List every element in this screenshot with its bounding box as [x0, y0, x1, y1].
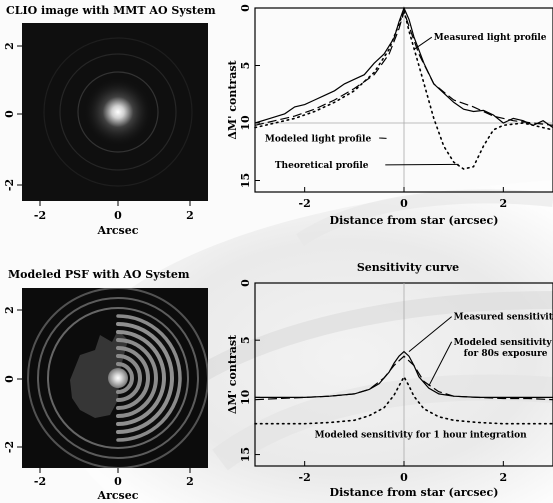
profile-annotation-0: Measured light profile — [434, 33, 547, 43]
profile-ylabel: ΔM' contrast — [226, 59, 239, 139]
sensitivity-annotation-2: for 80s exposure — [464, 349, 548, 359]
sensitivity-ytick-label: 5 — [239, 336, 252, 344]
sensitivity-ytick-label: 10 — [239, 389, 252, 405]
profile-xtick-label: 0 — [400, 197, 408, 210]
psf-xtick: -2 — [34, 475, 46, 488]
sensitivity-ytick-label: 15 — [239, 447, 252, 462]
profile-xtick-label: -2 — [299, 197, 311, 210]
clio-xlabel: Arcsec — [97, 224, 139, 237]
profile-ytick-label: 15 — [239, 173, 252, 188]
profile-annotation-2: Theoretical profile — [275, 161, 369, 171]
clio-ytick: 0 — [3, 110, 16, 118]
sensitivity-series-1-line — [254, 355, 553, 401]
clio-panel-title: CLIO image with MMT AO System — [6, 4, 216, 17]
psf-xtick: 2 — [186, 475, 194, 488]
sensitivity-ylabel: ΔM' contrast — [226, 334, 239, 414]
psf-rings — [27, 288, 208, 468]
psf-xlabel: Arcsec — [97, 489, 139, 502]
sensitivity-series-2-line — [254, 375, 553, 425]
profile-ytick-label: 0 — [239, 4, 252, 12]
clio-rings — [43, 37, 193, 187]
sensitivity-annotation-0-pointer — [408, 316, 452, 353]
profile-series-2-line — [254, 7, 553, 170]
psf-ytick: 0 — [3, 375, 16, 383]
psf-halo — [70, 330, 128, 418]
clio-xtick: 2 — [186, 209, 194, 222]
profile-annotation-1: Modeled light profile — [265, 134, 372, 144]
sensitivity-annotation-1: Modeled sensitivity — [454, 338, 553, 348]
sensitivity-chart-title: Sensitivity curve — [357, 261, 459, 274]
profile-xlabel: Distance from star (arcsec) — [330, 214, 499, 227]
sensitivity-annotation-1-pointer — [428, 341, 453, 387]
sensitivity-xtick-label: 2 — [500, 471, 508, 484]
psf-star — [108, 368, 128, 388]
clio-star — [84, 78, 152, 146]
sensitivity-xtick-label: 0 — [400, 471, 408, 484]
sensitivity-xtick-label: -2 — [299, 471, 311, 484]
sensitivity-annotation-0: Measured sensitivity — [454, 313, 553, 323]
clio-image-panel: -2 0 2 2 0 -2 Arcsec — [3, 23, 208, 237]
psf-xtick: 0 — [114, 475, 122, 488]
profile-ytick-label: 10 — [239, 115, 252, 131]
psf-panel-title: Modeled PSF with AO System — [8, 268, 190, 281]
psf-ytick: 2 — [3, 306, 16, 314]
psf-image-panel: -2 0 2 2 0 -2 Arcsec — [3, 288, 208, 502]
clio-ytick: -2 — [3, 179, 16, 191]
profile-ytick-label: 5 — [239, 62, 252, 70]
sensitivity-annotation-3: Modeled sensitivity for 1 hour integrati… — [315, 430, 528, 440]
profile-xtick-label: 2 — [500, 197, 508, 210]
clio-xtick: -2 — [34, 209, 46, 222]
sensitivity-xlabel: Distance from star (arcsec) — [330, 486, 499, 499]
clio-xtick: 0 — [114, 209, 122, 222]
psf-ytick: -2 — [3, 441, 16, 453]
profile-series-0-line — [254, 6, 553, 129]
clio-ytick: 2 — [3, 42, 16, 50]
sensitivity-ytick-label: 0 — [239, 279, 252, 287]
profile-annotation-0-pointer — [413, 36, 433, 50]
